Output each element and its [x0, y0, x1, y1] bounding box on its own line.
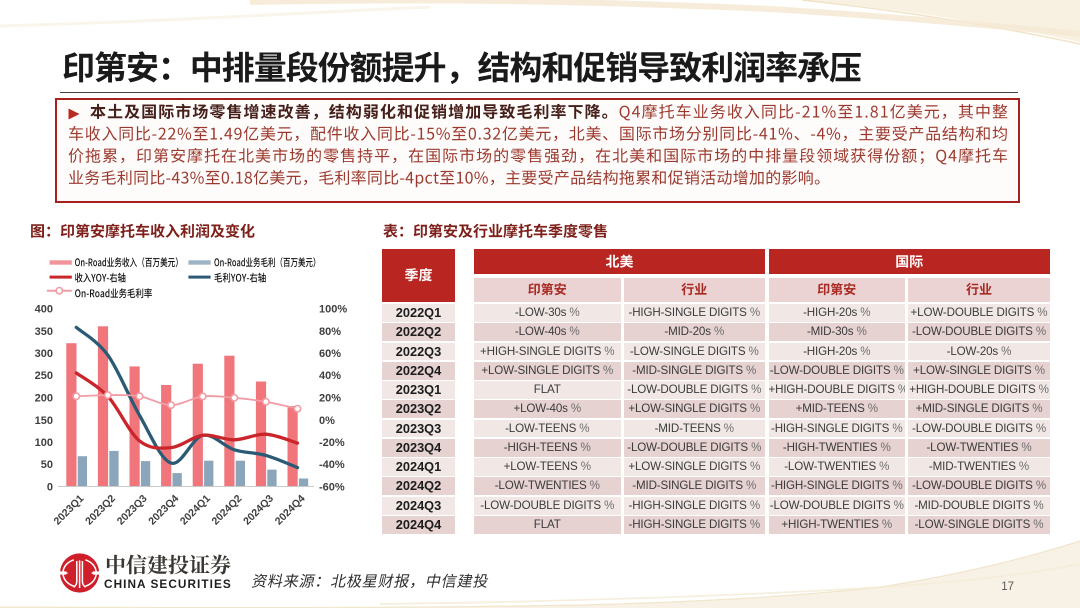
svg-text:50: 50 — [41, 459, 53, 471]
svg-text:0: 0 — [47, 482, 53, 494]
svg-text:2024Q4: 2024Q4 — [273, 493, 308, 528]
svg-text:2023Q3: 2023Q3 — [115, 493, 150, 528]
svg-text:350: 350 — [35, 326, 53, 338]
svg-text:2023Q4: 2023Q4 — [146, 493, 181, 528]
svg-text:2024Q1: 2024Q1 — [178, 493, 213, 528]
svg-text:300: 300 — [35, 348, 53, 360]
svg-text:100%: 100% — [319, 304, 347, 316]
svg-text:80%: 80% — [319, 326, 341, 338]
svg-text:2023Q2: 2023Q2 — [83, 493, 118, 528]
svg-text:-20%: -20% — [319, 437, 345, 449]
svg-text:200: 200 — [35, 393, 53, 405]
svg-text:400: 400 — [35, 304, 53, 316]
svg-text:150: 150 — [35, 415, 53, 427]
svg-text:250: 250 — [35, 370, 53, 382]
svg-text:2023Q1: 2023Q1 — [52, 493, 87, 528]
svg-text:0%: 0% — [319, 415, 335, 427]
svg-text:-40%: -40% — [319, 459, 345, 471]
svg-text:40%: 40% — [319, 370, 341, 382]
svg-text:2024Q2: 2024Q2 — [210, 493, 245, 528]
svg-text:20%: 20% — [319, 393, 341, 405]
svg-text:2024Q3: 2024Q3 — [241, 493, 276, 528]
svg-text:100: 100 — [35, 437, 53, 449]
svg-text:-60%: -60% — [319, 482, 345, 494]
svg-text:60%: 60% — [319, 348, 341, 360]
